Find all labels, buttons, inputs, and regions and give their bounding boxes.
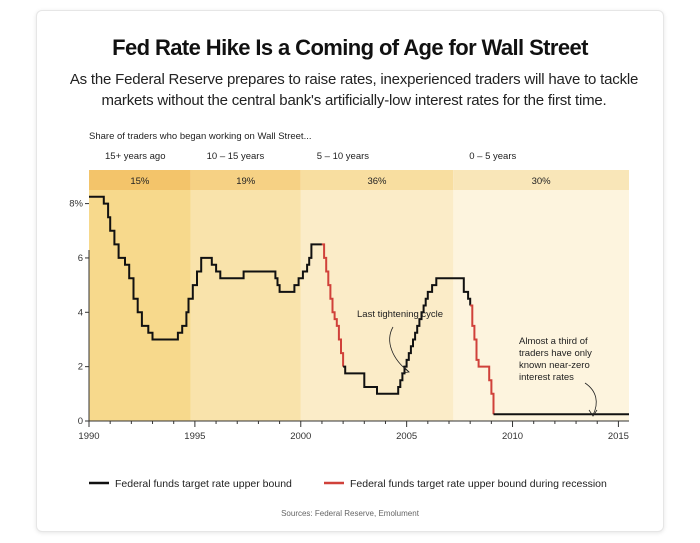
- legend-label-recession: Federal funds target rate upper bound du…: [350, 478, 607, 490]
- annotation-near-zero-line: Almost a third of: [519, 336, 588, 347]
- rate-line: [343, 277, 472, 395]
- annotations: Last tightening cycle Almost a third oftr…: [357, 309, 598, 417]
- chart-title: Fed Rate Hike Is a Coming of Age for Wal…: [112, 35, 588, 60]
- y-tick-label: 2: [78, 362, 83, 373]
- x-tick-label: 2000: [290, 431, 311, 442]
- y-tick-label: 4: [78, 307, 83, 318]
- band-bar-2: [190, 170, 301, 190]
- plot-shade-1: [89, 190, 191, 421]
- band-label-4: 0 – 5 years: [469, 151, 516, 162]
- annotation-near-zero-line: known near-zero: [519, 360, 590, 371]
- plot-shade-3: [300, 190, 454, 421]
- x-tick-label: 1990: [78, 431, 99, 442]
- x-tick-label: 2010: [502, 431, 523, 442]
- band-label-2: 10 – 15 years: [207, 151, 265, 162]
- x-tick-label: 1995: [184, 431, 205, 442]
- y-tick-label: 6: [78, 253, 83, 264]
- annotation-arrowhead: [400, 365, 410, 374]
- band-share-1: 15%: [130, 176, 150, 187]
- annotation-near-zero-line: interest rates: [519, 372, 574, 383]
- chart-subtitle: As the Federal Reserve prepares to raise…: [69, 71, 639, 109]
- x-tick-label: 2015: [608, 431, 629, 442]
- y-tick-label: 0: [78, 416, 83, 427]
- y-tick-label: 8%: [69, 199, 83, 210]
- annotation-arrowhead: [588, 409, 598, 417]
- legend: Federal funds target rate upper bound Fed…: [89, 478, 607, 490]
- annotation-near-zero-line: traders have only: [519, 348, 592, 359]
- recession-rate-line: [321, 243, 345, 367]
- chart-background: [89, 190, 629, 421]
- axes: 0 2 4 6 8% 1990 1995 2000 2005 2010 2015: [69, 199, 629, 442]
- band-header: Share of traders who began working on Wa…: [89, 131, 312, 142]
- band-bar-3: [300, 170, 454, 190]
- plot-shade-4: [453, 190, 629, 421]
- band-share-3: 36%: [367, 176, 387, 187]
- trader-share-bands: 15+ years ago 15% 10 – 15 years 19% 5 – 10 y…: [89, 151, 629, 190]
- source-note: Sources: Federal Reserve, Emolument: [281, 509, 420, 518]
- band-bar-1: [89, 170, 191, 190]
- x-tick-label: 2005: [396, 431, 417, 442]
- band-label-3: 5 – 10 years: [317, 151, 370, 162]
- rate-line: [89, 195, 322, 341]
- recession-rate-line: [470, 304, 495, 415]
- annotation-last-tightening: Last tightening cycle: [357, 309, 443, 320]
- chart-card: Fed Rate Hike Is a Coming of Age for Wal…: [36, 10, 664, 532]
- band-share-4: 30%: [532, 176, 552, 187]
- band-label-1: 15+ years ago: [105, 151, 165, 162]
- band-bar-4: [453, 170, 629, 190]
- rate-series: [89, 195, 629, 416]
- legend-label-normal: Federal funds target rate upper bound: [115, 478, 292, 490]
- annotation-arrow: [584, 382, 597, 416]
- plot-shade-2: [190, 190, 301, 421]
- rate-chart-svg: 15+ years ago 15% 10 – 15 years 19% 5 – 10 y…: [69, 131, 629, 518]
- band-share-2: 19%: [236, 176, 256, 187]
